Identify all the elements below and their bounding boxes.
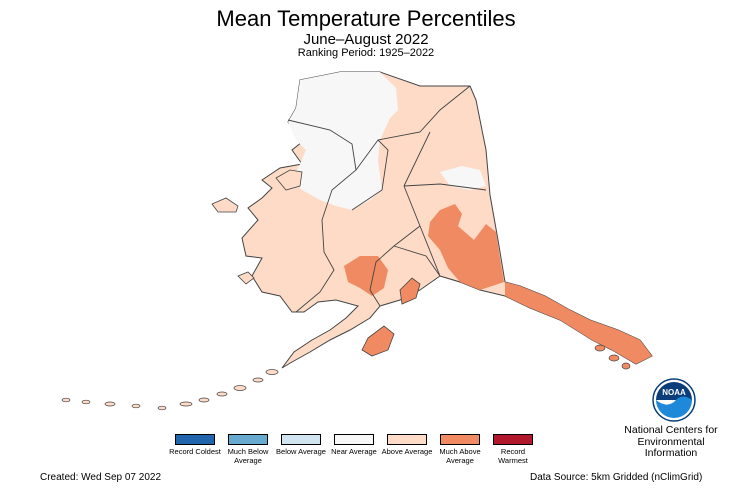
legend-label: Record Coldest bbox=[169, 447, 221, 456]
legend-item-much-below: Much Below Average bbox=[221, 434, 275, 465]
legend: Record Coldest Much Below Average Below … bbox=[168, 434, 538, 478]
legend-item-record-warmest: Record Warmest bbox=[486, 434, 540, 465]
map-title: Mean Temperature Percentiles bbox=[216, 6, 516, 31]
ranking-period: Ranking Period: 1925–2022 bbox=[297, 47, 435, 59]
much-above-kenai bbox=[399, 277, 421, 305]
created-date: Created: Wed Sep 07 2022 bbox=[40, 472, 162, 483]
legend-item-much-above: Much Above Average bbox=[433, 434, 487, 465]
legend-item-above: Above Average bbox=[380, 434, 434, 457]
legend-label: Above Average bbox=[381, 447, 433, 456]
legend-label: Record Warmest bbox=[498, 447, 528, 465]
climate-division-borders bbox=[287, 85, 487, 313]
legend-swatch bbox=[440, 434, 480, 445]
near-average-north bbox=[288, 72, 398, 210]
st-lawrence-island bbox=[211, 197, 239, 213]
nunivak-island bbox=[237, 271, 255, 285]
legend-item-record-coldest: Record Coldest bbox=[168, 434, 222, 457]
legend-swatch bbox=[493, 434, 533, 445]
legend-label: Near Average bbox=[331, 447, 377, 456]
legend-item-below: Below Average bbox=[274, 434, 328, 457]
legend-swatch bbox=[228, 434, 268, 445]
much-above-south-central bbox=[344, 256, 388, 296]
southeast-islands bbox=[594, 344, 631, 370]
data-source: Data Source: 5km Gridded (nClimGrid) bbox=[530, 472, 703, 483]
map-subtitle: June–August 2022 bbox=[303, 31, 429, 48]
noaa-logo: NOAA bbox=[652, 378, 696, 422]
legend-swatch bbox=[387, 434, 427, 445]
legend-label: Much Above Average bbox=[439, 447, 481, 465]
legend-label: Below Average bbox=[276, 447, 326, 456]
kodiak-island bbox=[361, 325, 395, 357]
seward-peninsula bbox=[275, 169, 303, 191]
legend-swatch bbox=[334, 434, 374, 445]
noaa-logo-text: NOAA bbox=[662, 388, 686, 397]
much-above-southeast bbox=[505, 282, 652, 364]
legend-swatch bbox=[281, 434, 321, 445]
aleutian-islands bbox=[61, 369, 279, 411]
legend-label: Much Below Average bbox=[227, 447, 269, 465]
near-average-east bbox=[440, 166, 486, 190]
legend-swatch bbox=[175, 434, 215, 445]
much-above-interior bbox=[428, 204, 504, 290]
org-name: National Centers for Environmental Infor… bbox=[624, 424, 718, 459]
legend-item-near: Near Average bbox=[327, 434, 381, 457]
